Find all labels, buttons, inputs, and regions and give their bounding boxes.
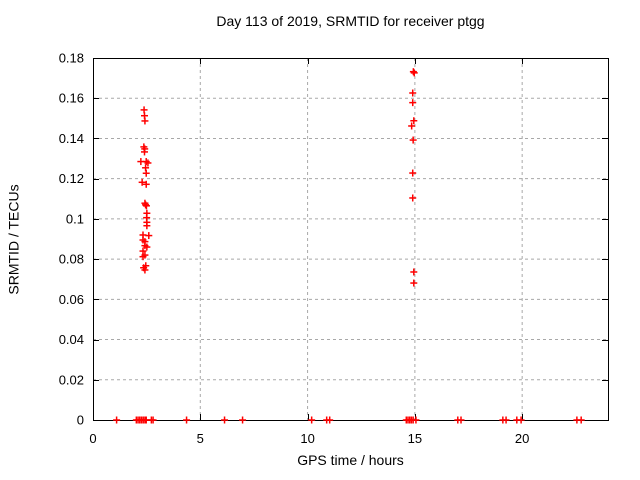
- data-point-marker: [409, 89, 417, 97]
- data-point-marker: [409, 99, 417, 107]
- x-tick-label: 15: [408, 431, 422, 446]
- y-tick-label: 0.18: [59, 51, 84, 66]
- data-point-marker: [408, 122, 416, 130]
- x-tick-label: 20: [515, 431, 529, 446]
- axes-frame: [93, 58, 609, 421]
- data-point-marker: [141, 148, 148, 156]
- y-tick-label: 0.02: [59, 372, 84, 387]
- grid-lines: [93, 58, 608, 420]
- data-point-marker: [409, 194, 417, 202]
- data-point-marker: [221, 416, 229, 424]
- data-point-marker: [412, 416, 420, 424]
- data-point-marker: [239, 416, 247, 424]
- data-point-marker: [143, 243, 151, 251]
- data-point-marker: [143, 222, 151, 230]
- data-point-marker: [183, 416, 191, 424]
- data-point-marker: [409, 169, 417, 177]
- data-point-marker: [139, 253, 147, 261]
- x-tick-label: 0: [89, 431, 96, 446]
- data-point-marker: [517, 416, 525, 424]
- data-point-marker: [149, 416, 157, 424]
- x-tick-label: 5: [197, 431, 204, 446]
- data-point-marker: [409, 136, 417, 144]
- data-points: [113, 68, 585, 424]
- x-axis-label: GPS time / hours: [297, 452, 404, 468]
- data-point-marker: [502, 416, 510, 424]
- data-point-marker: [141, 266, 149, 274]
- data-point-marker: [457, 416, 465, 424]
- y-tick-label: 0.12: [59, 171, 84, 186]
- data-point-marker: [410, 69, 418, 77]
- chart-title: Day 113 of 2019, SRMTID for receiver ptg…: [216, 13, 485, 29]
- data-point-marker: [410, 279, 418, 287]
- y-tick-label: 0.14: [59, 131, 84, 146]
- data-point-marker: [142, 180, 150, 188]
- data-point-marker: [138, 178, 146, 186]
- data-point-marker: [577, 416, 585, 424]
- data-point-marker: [144, 159, 152, 167]
- data-point-marker: [142, 169, 150, 177]
- y-tick-label: 0: [77, 413, 84, 428]
- tick-labels: 0 5 10 15 20 0 0.02 0.04 0.06 0.08 0.1 0.12 0.14 0.16…: [59, 51, 530, 447]
- y-tick-label: 0.06: [59, 292, 84, 307]
- data-point-marker: [142, 202, 150, 210]
- data-point-marker: [113, 416, 121, 424]
- y-tick-label: 0.16: [59, 91, 84, 106]
- data-point-marker: [141, 117, 149, 125]
- y-tick-label: 0.1: [66, 211, 84, 226]
- x-tick-label: 10: [300, 431, 314, 446]
- data-point-marker: [142, 201, 150, 209]
- y-tick-label: 0.04: [59, 332, 84, 347]
- y-tick-label: 0.08: [59, 252, 84, 267]
- data-point-marker: [145, 232, 153, 240]
- data-point-marker: [409, 68, 417, 76]
- data-point-marker: [308, 416, 316, 424]
- data-point-marker: [410, 268, 418, 276]
- data-point-marker: [410, 117, 418, 125]
- data-point-marker: [326, 416, 334, 424]
